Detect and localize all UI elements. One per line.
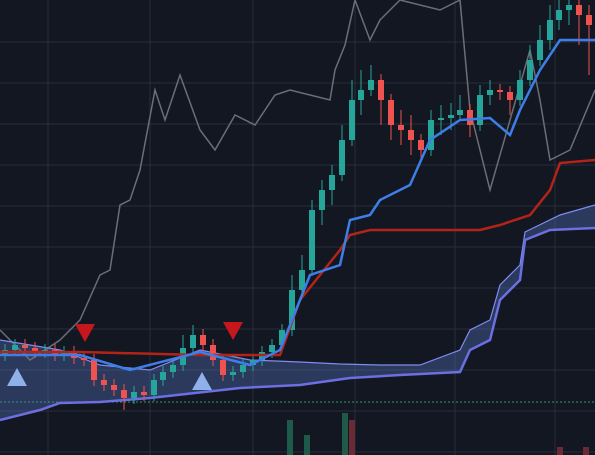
candle-body [329,175,335,190]
buy-signal [7,368,27,386]
volume-bar [287,420,293,455]
indicator-line [0,226,595,422]
candle-body [190,335,196,348]
candle-body [299,270,305,290]
indicator-line [0,38,595,372]
candle-body [586,15,592,25]
candle-body [556,10,562,20]
candle-body [230,372,236,375]
candle-body [151,380,157,395]
candle-body [200,335,206,345]
candle-body [537,40,543,60]
volume-bar [342,413,348,455]
candle-body [448,115,454,118]
candle-body [467,110,473,125]
candle-body [170,365,176,372]
candle-body [527,60,533,80]
candle-body [220,360,226,375]
candle-body [269,345,275,352]
candle-body [566,5,572,10]
buy-signal [192,372,212,390]
indicator-line [0,0,595,361]
candle-body [378,80,384,100]
sell-signal [223,322,243,340]
candle-body [240,365,246,372]
candle-body [81,358,87,360]
candle-body [319,190,325,210]
cloud [0,205,595,420]
volume-bar [557,447,563,455]
volume-bar [304,435,310,455]
candle-body [32,348,38,352]
candle-body [388,100,394,125]
candle-body [210,345,216,360]
candle-body [477,95,483,125]
candle-body [22,345,28,348]
candle-body [131,392,137,398]
candle-body [497,90,503,92]
candle-body [368,80,374,90]
volume-bar [583,447,589,455]
candle-body [517,80,523,100]
candle-body [339,140,345,175]
candle-body [349,100,355,140]
candle-body [507,92,513,100]
candle-body [398,125,404,130]
candle-body [111,385,117,390]
candle-body [91,360,97,380]
candle-body [487,90,493,95]
candle-body [309,210,315,270]
candle-body [289,290,295,330]
candle-body [61,352,67,355]
candle-body [408,130,414,140]
candle-body [160,372,166,380]
candle-body [428,120,434,150]
sell-signal [75,324,95,342]
candle-body [121,390,127,398]
candle-body [358,90,364,100]
candle-body [438,118,444,120]
candle-body [457,110,463,115]
candle-body [576,5,582,15]
indicator-line [0,204,595,371]
candle-body [141,392,147,395]
volume-bar [349,420,355,455]
candle-body [12,345,18,350]
candle-body [547,20,553,40]
candle-body [418,140,424,150]
candle-body [279,330,285,345]
candle-body [101,380,107,385]
